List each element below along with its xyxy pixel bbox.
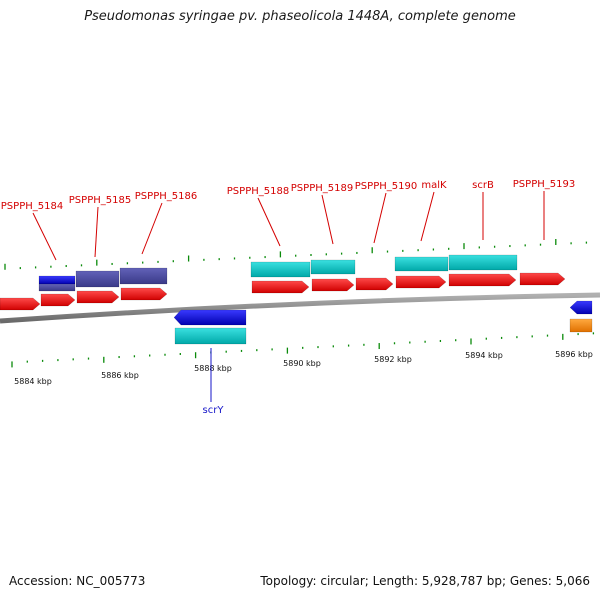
accession-text: Accession: NC_005773 <box>9 574 146 588</box>
genome-summary-text: Topology: circular; Length: 5,928,787 bp… <box>260 574 590 588</box>
gene-label: malK <box>421 180 447 191</box>
gene-feature-cyan <box>448 254 518 271</box>
gene-feature-slate <box>38 283 76 292</box>
gene-label-leader <box>373 192 387 244</box>
gene-label-leader <box>321 194 334 245</box>
gene-label-leader <box>94 206 99 258</box>
gene-feature-cyan <box>250 261 311 278</box>
gene-feature-slate <box>75 270 120 288</box>
gene-feature-cyan <box>394 256 449 272</box>
gene-label-leader <box>257 197 281 247</box>
cds-feature <box>120 287 168 301</box>
cds-feature <box>251 280 310 294</box>
gene-label: PSPPH_5185 <box>69 195 131 206</box>
cds-feature <box>40 293 76 307</box>
scale-label: 5894 kbp <box>465 351 503 360</box>
cds-feature <box>311 278 355 292</box>
cds-feature <box>0 297 41 311</box>
scale-label: 5884 kbp <box>14 377 52 386</box>
gene-feature-orange <box>569 318 593 333</box>
scale-label: 5890 kbp <box>283 359 321 368</box>
gene-feature-cyan-reverse <box>174 327 247 345</box>
gene-label: PSPPH_5193 <box>513 179 575 190</box>
cds-feature <box>395 275 447 289</box>
gene-label: PSPPH_5190 <box>355 181 417 192</box>
gene-label-leader <box>420 191 435 242</box>
scale-label: 5896 kbp <box>555 350 593 359</box>
gene-label: scrY <box>203 405 225 416</box>
cds-feature <box>448 273 517 287</box>
gene-feature-slate <box>119 267 168 285</box>
gene-feature-blue-reverse <box>569 300 593 315</box>
gene-feature-blue-reverse <box>173 309 247 326</box>
gene-feature-cyan <box>310 259 356 275</box>
gene-label: PSPPH_5189 <box>291 183 353 194</box>
gene-label: PSPPH_5186 <box>135 191 197 202</box>
gene-feature-blue <box>38 275 76 285</box>
gene-label: PSPPH_5188 <box>227 186 289 197</box>
cds-feature <box>519 272 566 286</box>
cds-feature <box>355 277 394 291</box>
genome-title: Pseudomonas syringae pv. phaseolicola 14… <box>84 9 516 24</box>
gene-label-leader <box>32 212 57 261</box>
scale-label: 5892 kbp <box>374 355 412 364</box>
gene-label: scrB <box>472 180 494 191</box>
genome-backbone <box>0 292 600 324</box>
gene-label-leader <box>141 202 163 255</box>
gene-label: PSPPH_5184 <box>1 201 63 212</box>
scale-label: 5886 kbp <box>101 371 139 380</box>
scale-label: 5888 kbp <box>194 364 232 373</box>
cds-feature <box>76 290 120 304</box>
